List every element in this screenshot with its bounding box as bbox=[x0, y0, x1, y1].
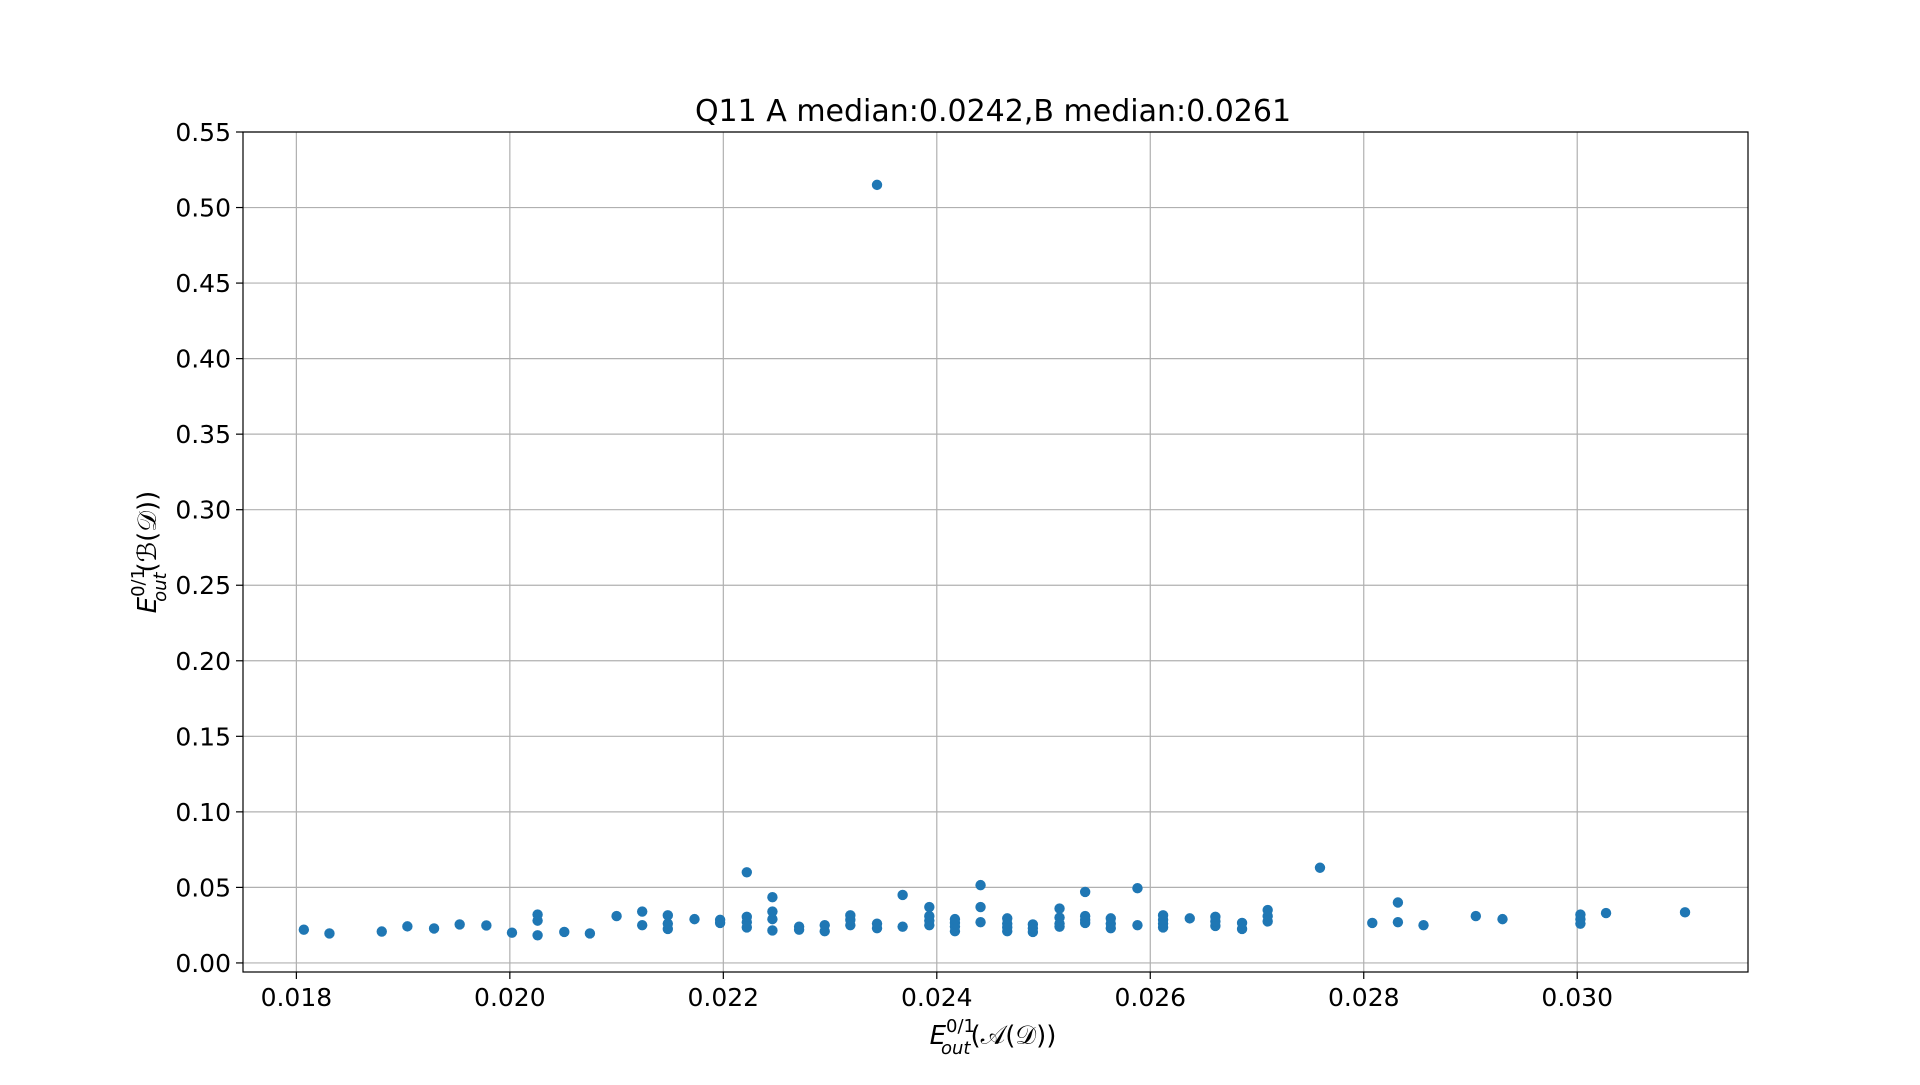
scatter-point bbox=[1054, 912, 1065, 923]
scatter-point bbox=[636, 919, 648, 931]
scatter-point bbox=[1132, 919, 1143, 931]
y-tick-label: 0.20 bbox=[175, 647, 231, 676]
scatter-point bbox=[1132, 882, 1143, 894]
scatter-point bbox=[1054, 903, 1065, 914]
x-axis-label: E0/1 out(𝒜(𝒟)) bbox=[930, 1016, 1057, 1059]
scatter-point bbox=[741, 911, 753, 923]
scatter-point bbox=[1679, 907, 1691, 918]
scatter-point bbox=[454, 919, 465, 930]
scatter-point bbox=[924, 901, 935, 913]
y-tick-label: 0.10 bbox=[175, 798, 231, 827]
scatter-point bbox=[1367, 917, 1378, 929]
scatter-point bbox=[611, 910, 622, 922]
y-tick-label: 0.35 bbox=[175, 420, 231, 449]
scatter-point bbox=[559, 926, 570, 938]
scatter-point bbox=[324, 928, 335, 939]
scatter-point bbox=[1470, 910, 1482, 922]
scatter-point bbox=[1027, 919, 1039, 930]
x-tick-label: 0.028 bbox=[1328, 983, 1400, 1012]
x-axis-label-sup: 0/1 bbox=[946, 1016, 975, 1037]
scatter-point bbox=[975, 916, 986, 928]
y-tick-label: 0.50 bbox=[175, 194, 231, 223]
scatter-point bbox=[714, 914, 726, 926]
scatter-point bbox=[767, 892, 778, 903]
scatter-point bbox=[1600, 907, 1612, 919]
y-tick-label: 0.30 bbox=[175, 496, 231, 525]
scatter-point bbox=[1575, 909, 1586, 920]
x-axis-label-sub: out bbox=[941, 1038, 971, 1059]
scatter-point bbox=[767, 925, 778, 936]
scatter-point bbox=[506, 927, 518, 938]
y-axis-label-base: E bbox=[133, 596, 163, 613]
scatter-point bbox=[975, 879, 986, 891]
scatter-point bbox=[1262, 904, 1273, 916]
scatter-point bbox=[845, 910, 856, 921]
scatter-point bbox=[1210, 911, 1221, 923]
y-axis-label: E0/1out(ℬ(𝒟)) bbox=[128, 491, 171, 614]
scatter-point bbox=[584, 928, 596, 939]
plot-frame bbox=[242, 131, 1749, 973]
scatter-point bbox=[1157, 910, 1169, 921]
y-axis-label-sub: out bbox=[150, 572, 171, 602]
scatter-point bbox=[767, 906, 778, 917]
scatter-point bbox=[532, 930, 543, 941]
scatter-point bbox=[1314, 862, 1326, 873]
scatter-point bbox=[689, 913, 700, 925]
scatter-point bbox=[1392, 916, 1404, 928]
y-tick-label: 0.55 bbox=[175, 118, 231, 147]
scatter-point bbox=[1497, 913, 1508, 925]
scatter-point bbox=[376, 926, 387, 937]
y-tick-label: 0.00 bbox=[175, 949, 231, 978]
scatter-point bbox=[1236, 917, 1248, 929]
scatter-point bbox=[532, 909, 543, 920]
scatter-point bbox=[298, 924, 310, 935]
scatter-point bbox=[402, 921, 413, 932]
grid bbox=[243, 131, 1748, 972]
y-axis-label-sup: 0/1 bbox=[128, 568, 149, 597]
data-points bbox=[298, 179, 1691, 941]
scatter-point bbox=[897, 921, 908, 932]
x-tick-label: 0.026 bbox=[1114, 983, 1186, 1012]
scatter-point bbox=[767, 913, 778, 925]
scatter-point bbox=[1392, 897, 1404, 908]
axis-ticks: 0.018 0.020 0.022 0.024 0.026 0.028 0.030 0.00 0… bbox=[175, 118, 1613, 1012]
scatter-point bbox=[741, 867, 753, 878]
y-tick-label: 0.25 bbox=[175, 571, 231, 600]
scatter-point bbox=[871, 179, 883, 191]
scatter-point bbox=[1079, 886, 1091, 898]
scatter-point bbox=[636, 906, 648, 917]
scatter-point bbox=[897, 889, 908, 901]
scatter-point bbox=[871, 918, 883, 929]
x-tick-label: 0.030 bbox=[1541, 983, 1613, 1012]
y-axis-label-arg: (ℬ(𝒟)) bbox=[133, 491, 163, 573]
scatter-point bbox=[975, 901, 986, 913]
scatter-point bbox=[1418, 919, 1429, 931]
x-axis-label-arg: (𝒜(𝒟)) bbox=[970, 1021, 1056, 1051]
y-tick-label: 0.45 bbox=[175, 269, 231, 298]
scatter-point bbox=[924, 910, 935, 922]
y-tick-label: 0.15 bbox=[175, 722, 231, 751]
chart-title: Q11 A median:0.0242,B median:0.0261 bbox=[695, 94, 1291, 129]
x-tick-label: 0.024 bbox=[901, 983, 973, 1012]
scatter-point bbox=[481, 920, 492, 931]
y-tick-label: 0.40 bbox=[175, 345, 231, 374]
scatter-point bbox=[1079, 910, 1091, 922]
scatter-point bbox=[793, 921, 805, 932]
scatter-point bbox=[662, 910, 674, 921]
scatter-point bbox=[1184, 913, 1195, 924]
y-tick-label: 0.05 bbox=[175, 873, 231, 902]
scatter-point bbox=[949, 913, 961, 925]
x-tick-label: 0.018 bbox=[261, 983, 333, 1012]
scatter-point bbox=[662, 918, 674, 929]
scatter-point bbox=[1002, 913, 1013, 924]
scatter-point bbox=[428, 923, 440, 934]
x-tick-label: 0.022 bbox=[688, 983, 760, 1012]
x-tick-label: 0.020 bbox=[474, 983, 546, 1012]
x-axis-label-base: E bbox=[930, 1021, 947, 1051]
scatter-point bbox=[1105, 913, 1116, 924]
scatter-point bbox=[819, 919, 830, 931]
